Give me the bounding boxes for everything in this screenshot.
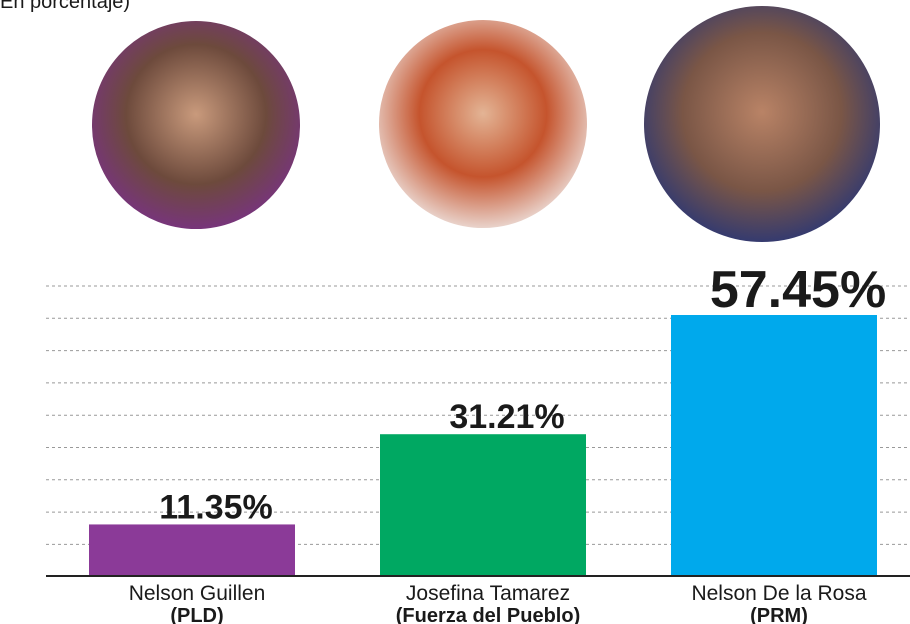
category-label: Nelson Guillen — [129, 582, 266, 605]
subtitle: En porcentaje) — [0, 0, 130, 13]
party-label: (PRM) — [750, 605, 808, 624]
party-label: (PLD) — [170, 605, 223, 624]
category-label: Nelson De la Rosa — [691, 582, 866, 605]
party-label: (Fuerza del Pueblo) — [396, 605, 580, 624]
value-label: 57.45% — [710, 261, 886, 319]
bar — [89, 524, 295, 576]
bar — [671, 315, 877, 576]
photo — [642, 4, 882, 244]
chart: En porcentaje) 11.35% Nelson Guillen(PLD)… — [0, 0, 910, 624]
photo — [90, 19, 302, 231]
bar — [380, 434, 586, 576]
category-label: Josefina Tamarez — [406, 582, 570, 605]
photos — [90, 4, 882, 244]
photo — [377, 18, 589, 230]
value-label: 11.35% — [159, 488, 272, 526]
value-label: 31.21% — [449, 398, 564, 436]
